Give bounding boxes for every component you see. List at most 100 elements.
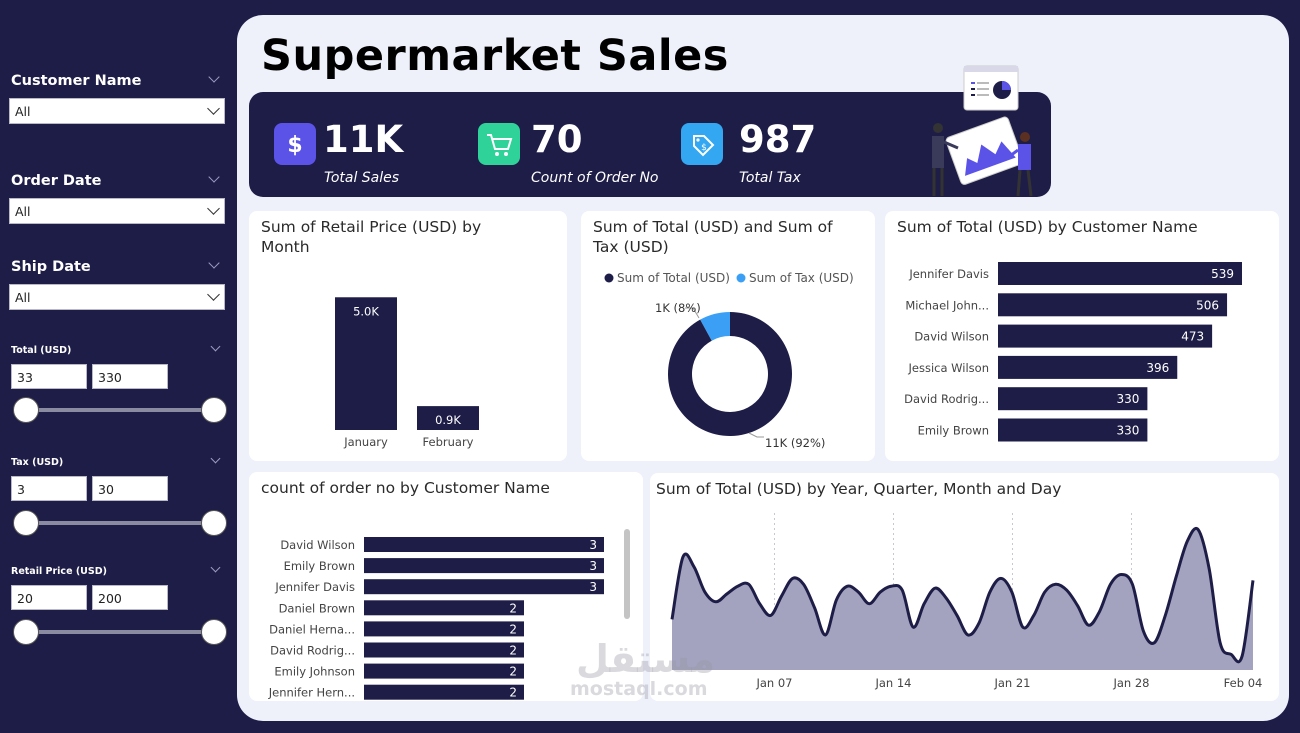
tax-slider-track[interactable]	[26, 521, 214, 525]
x-tick-label: January	[343, 435, 388, 449]
y-tick-label: Emily Brown	[918, 424, 989, 438]
data-label: 2	[509, 686, 517, 700]
data-label: 539	[1211, 267, 1234, 281]
dropdown-value: All	[15, 290, 31, 305]
orders-by-customer-card[interactable]: count of order no by Customer Name David…	[249, 472, 643, 701]
total-max-input[interactable]: 330	[92, 364, 168, 389]
tax-slider-max-handle[interactable]	[201, 510, 227, 536]
scrollbar-thumb	[624, 529, 630, 619]
collapse-chevron-icon[interactable]	[208, 171, 220, 183]
retail-by-month-chart: 5.0K January 0.9K February	[335, 297, 479, 449]
ship-date-dropdown[interactable]: All	[9, 284, 225, 310]
retail-price-max-input[interactable]: 200	[92, 585, 168, 610]
chevron-down-icon	[207, 288, 220, 301]
bar	[998, 418, 1148, 442]
total-by-customer-card[interactable]: Sum of Total (USD) by Customer Name Jenn…	[885, 211, 1279, 461]
total-max-value: 330	[98, 370, 122, 385]
bar	[364, 600, 524, 616]
retail-price-slider-min-handle[interactable]	[13, 619, 39, 645]
chart-title: Sum of Total (USD) and Sum of Tax (USD)	[593, 218, 833, 256]
order-count-label: Count of Order No	[531, 170, 659, 186]
price-tag-icon: $	[681, 123, 723, 165]
tax-min-input[interactable]: 3	[11, 476, 87, 501]
legend-entry: Sum of Total (USD)	[617, 271, 730, 285]
leader-line	[685, 307, 700, 319]
kpi-banner: $ 11K Total Sales 70 Count of Order No $…	[249, 65, 1051, 197]
collapse-chevron-icon[interactable]	[210, 562, 221, 573]
bar	[364, 621, 524, 637]
y-tick-label: Daniel Brown	[279, 601, 355, 615]
chevron-down-icon	[207, 102, 220, 115]
series-line	[670, 527, 1255, 664]
chart-title: Sum of Retail Price (USD) by Month	[261, 218, 482, 256]
data-label: 473	[1181, 330, 1204, 344]
retail-price-slider-max-handle[interactable]	[201, 619, 227, 645]
total-min-input[interactable]: 33	[11, 364, 87, 389]
orders-by-customer-chart: David Wilson 3 Emily Brown 3 Jennifer Davis 3…	[268, 529, 630, 700]
bar	[364, 558, 604, 574]
bar	[364, 663, 524, 679]
bar	[335, 297, 397, 430]
data-label: 3	[589, 580, 597, 594]
data-label: 5.0K	[353, 304, 379, 318]
y-tick-label: Jennifer Hern...	[268, 686, 355, 700]
x-tick-label: February	[423, 435, 474, 449]
tax-max-input[interactable]: 30	[92, 476, 168, 501]
chart-title: Sum of Total (USD) by Customer Name	[897, 218, 1198, 236]
data-label: 2	[509, 601, 517, 615]
data-label: 2	[509, 644, 517, 658]
data-label: 2	[509, 665, 517, 679]
cart-icon	[478, 123, 520, 165]
dropdown-value: All	[15, 204, 31, 219]
order-date-dropdown[interactable]: All	[9, 198, 225, 224]
total-sales-label: Total Sales	[324, 170, 400, 186]
y-tick-label: Emily Brown	[284, 559, 355, 573]
retail-price-slider-track[interactable]	[26, 630, 214, 634]
x-tick-label: Feb 04	[1224, 676, 1263, 690]
leader-line	[748, 432, 764, 438]
total-slider-min-handle[interactable]	[13, 397, 39, 423]
tax-filter-label: Tax (USD)	[11, 457, 64, 468]
data-label: 3	[589, 538, 597, 552]
bar	[417, 406, 479, 430]
watermark-arabic: مستقل	[576, 637, 715, 681]
total-and-tax-card[interactable]: Sum of Total (USD) and Sum of Tax (USD) …	[581, 211, 875, 461]
total-filter-label: Total (USD)	[11, 345, 72, 356]
retail-by-month-card[interactable]: Sum of Retail Price (USD) by Month 5.0K J…	[249, 211, 567, 461]
tax-slider-min-handle[interactable]	[13, 510, 39, 536]
total-slider-max-handle[interactable]	[201, 397, 227, 423]
svg-text:$: $	[287, 133, 302, 158]
area-fill	[672, 528, 1253, 670]
data-label: 330	[1116, 424, 1139, 438]
chart-title: count of order no by Customer Name	[261, 479, 550, 497]
y-tick-label: Michael John...	[905, 298, 989, 312]
order-date-filter-label: Order Date	[11, 173, 102, 189]
dollar-icon: $	[274, 123, 316, 165]
legend-entry: Sum of Tax (USD)	[749, 271, 854, 285]
bar	[364, 642, 524, 658]
data-label: 2	[509, 622, 517, 636]
y-tick-label: David Rodrig...	[904, 392, 989, 406]
data-label: 330	[1116, 392, 1139, 406]
retail-price-max-value: 200	[98, 591, 122, 606]
retail-price-min-input[interactable]: 20	[11, 585, 87, 610]
total-by-date-card[interactable]: Sum of Total (USD) by Year, Quarter, Mon…	[650, 473, 1279, 701]
collapse-chevron-icon[interactable]	[210, 341, 221, 352]
y-tick-label: David Wilson	[280, 538, 355, 552]
collapse-chevron-icon[interactable]	[208, 257, 220, 269]
tax-min-value: 3	[17, 482, 25, 497]
retail-price-min-value: 20	[17, 591, 33, 606]
collapse-chevron-icon[interactable]	[208, 71, 220, 83]
x-tick-label: Jan 14	[874, 676, 911, 690]
collapse-chevron-icon[interactable]	[210, 453, 221, 464]
y-tick-label: Daniel Herna...	[269, 622, 355, 636]
bar	[998, 324, 1213, 348]
total-slider-track[interactable]	[26, 408, 214, 412]
bar	[998, 293, 1228, 317]
total-by-customer-chart: Jennifer Davis 539 Michael John... 506 David…	[904, 262, 1242, 442]
total-tax-label: Total Tax	[739, 170, 801, 186]
bar	[364, 537, 604, 552]
total-sales-value: 11K	[323, 118, 404, 161]
customer-name-dropdown[interactable]: All	[9, 98, 225, 124]
x-tick-label: Jan 07	[755, 676, 792, 690]
